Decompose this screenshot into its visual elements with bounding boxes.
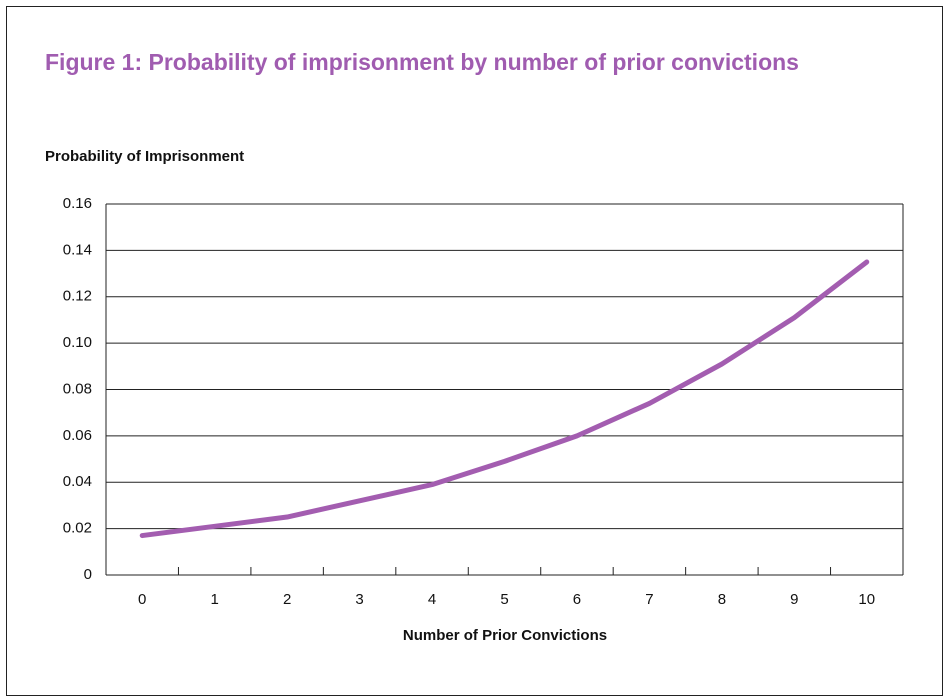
- y-tick-label: 0.16: [63, 195, 92, 212]
- x-tick-label: 1: [211, 591, 219, 608]
- data-line: [139, 259, 870, 539]
- y-tick-label: 0.06: [63, 427, 92, 444]
- x-tick-label: 3: [355, 591, 363, 608]
- y-tick-label: 0.02: [63, 520, 92, 537]
- x-tick-label: 0: [138, 591, 146, 608]
- y-tick-label: 0: [84, 566, 92, 583]
- x-tick-label: 5: [500, 591, 508, 608]
- y-tick-label: 0.04: [63, 473, 92, 490]
- y-tick-label: 0.12: [63, 288, 92, 305]
- chart-title: Figure 1: Probability of imprisonment by…: [45, 49, 799, 75]
- y-axis-label: Probability of Imprisonment: [45, 148, 244, 165]
- x-tick-label: 7: [645, 591, 653, 608]
- x-tick-label: 9: [790, 591, 798, 608]
- x-tick-label: 10: [858, 591, 875, 608]
- chart: Probability of Imprisonment Number of Pr…: [45, 148, 904, 644]
- y-tick-label: 0.08: [63, 380, 92, 397]
- x-tick-label: 8: [718, 591, 726, 608]
- x-tick-label: 6: [573, 591, 581, 608]
- page: {"chart_data": {"type": "line", "title":…: [6, 6, 943, 696]
- x-axis-label: Number of Prior Convictions: [403, 627, 607, 644]
- y-tick-label: 0.10: [63, 334, 92, 351]
- x-tick-label: 2: [283, 591, 291, 608]
- y-tick-label: 0.14: [63, 241, 92, 258]
- x-tick-label: 4: [428, 591, 436, 608]
